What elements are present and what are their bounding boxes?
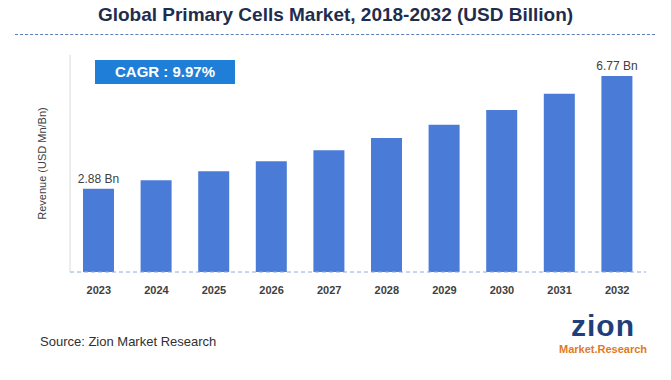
svg-text:2026: 2026 bbox=[259, 284, 283, 296]
svg-text:2023: 2023 bbox=[87, 284, 111, 296]
svg-text:2032: 2032 bbox=[605, 284, 629, 296]
svg-text:2028: 2028 bbox=[375, 284, 399, 296]
html-text:CAGR : 9.97%: CAGR : 9.97% bbox=[115, 63, 215, 80]
svg-text:2031: 2031 bbox=[547, 284, 571, 296]
svg-text:2030: 2030 bbox=[490, 284, 514, 296]
html-text:Source: Zion Market Research: Source: Zion Market Research bbox=[40, 334, 217, 349]
html-text:Global Primary Cells Market, 2: Global Primary Cells Market, 2018-2032 (… bbox=[97, 4, 574, 25]
svg-text:2.88 Bn: 2.88 Bn bbox=[78, 172, 119, 186]
svg-text:2024: 2024 bbox=[144, 284, 169, 296]
html-text:Market.Research: Market.Research bbox=[559, 343, 647, 355]
svg-text:2029: 2029 bbox=[432, 284, 456, 296]
svg-text:2027: 2027 bbox=[317, 284, 341, 296]
svg-text:2025: 2025 bbox=[202, 284, 226, 296]
svg-text:Revenue (USD Mn/Bn): Revenue (USD Mn/Bn) bbox=[36, 107, 48, 220]
html-text:zion: zion bbox=[571, 309, 635, 342]
svg-text:6.77 Bn: 6.77 Bn bbox=[596, 59, 637, 73]
